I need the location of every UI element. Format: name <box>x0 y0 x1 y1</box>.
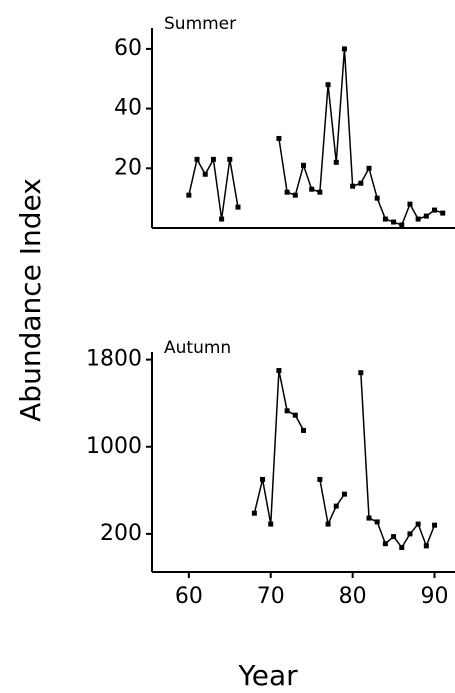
data-point <box>407 201 413 207</box>
subplot-title: Autumn <box>164 338 231 358</box>
data-point <box>423 543 429 549</box>
data-point <box>432 522 438 528</box>
data-point <box>260 476 266 482</box>
data-point <box>391 219 397 225</box>
data-point <box>251 510 257 516</box>
data-point <box>268 521 274 527</box>
data-point <box>276 368 282 374</box>
data-point <box>301 427 306 433</box>
data-point <box>317 189 323 195</box>
data-point <box>415 521 421 527</box>
data-point <box>325 82 331 88</box>
data-point <box>374 519 380 525</box>
data-point <box>382 216 388 222</box>
y-tick-label: 200 <box>100 521 142 546</box>
data-point <box>309 186 315 192</box>
x-tick-label: 80 <box>339 584 367 609</box>
data-point <box>415 216 421 222</box>
data-point <box>366 515 372 521</box>
data-point <box>186 192 192 198</box>
data-point <box>423 213 429 219</box>
data-point <box>391 534 397 540</box>
y-tick-label: 40 <box>114 96 142 121</box>
x-tick-label: 90 <box>421 584 449 609</box>
data-point <box>432 207 438 213</box>
data-point <box>440 210 446 216</box>
y-tick-label: 1800 <box>86 347 142 372</box>
data-point <box>341 46 347 52</box>
data-point <box>219 216 225 222</box>
data-point <box>284 189 290 195</box>
y-tick-label: 60 <box>114 36 142 61</box>
x-axis-label: Year <box>237 659 298 692</box>
y-tick-label: 1000 <box>86 434 142 459</box>
data-point <box>194 156 200 162</box>
data-point <box>358 370 364 376</box>
data-point <box>210 156 216 162</box>
data-point <box>407 531 413 537</box>
data-point <box>399 544 405 550</box>
data-point <box>284 408 290 414</box>
x-tick-label: 60 <box>175 584 203 609</box>
data-line <box>188 48 443 226</box>
data-point <box>235 204 241 210</box>
data-point <box>292 192 298 198</box>
x-tick-label: 70 <box>257 584 285 609</box>
data-line <box>253 370 436 549</box>
data-point <box>333 159 339 165</box>
data-point <box>374 195 380 201</box>
y-axis-label: Abundance Index <box>14 178 47 422</box>
data-point <box>202 171 208 177</box>
data-point <box>227 156 233 162</box>
data-point <box>350 183 356 189</box>
subplot-title: Summer <box>164 14 236 34</box>
data-point <box>399 222 405 228</box>
data-point <box>276 135 282 141</box>
data-point <box>341 491 347 497</box>
data-point <box>301 162 306 168</box>
data-point <box>333 503 339 509</box>
data-point <box>292 412 298 418</box>
data-point <box>358 180 364 186</box>
data-point <box>366 165 372 171</box>
y-tick-label: 20 <box>114 155 142 180</box>
data-point <box>382 541 388 547</box>
data-point <box>317 476 323 482</box>
data-point <box>325 521 331 527</box>
